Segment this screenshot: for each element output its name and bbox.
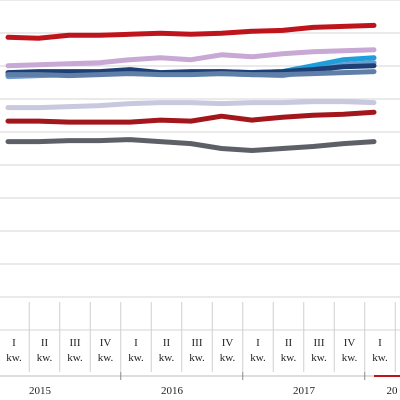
- x-tick-quarter: III: [314, 337, 325, 349]
- series-line-1: [5, 22, 377, 41]
- year-label: 2017: [293, 385, 316, 397]
- x-tick-suffix: kw.: [159, 352, 175, 364]
- x-tick-suffix: kw.: [6, 352, 22, 364]
- x-tick-suffix: kw.: [311, 352, 327, 364]
- x-tick-suffix: kw.: [37, 352, 53, 364]
- x-tick-suffix: kw.: [281, 352, 297, 364]
- x-tick-suffix: kw.: [128, 352, 144, 364]
- x-tick-suffix: kw.: [342, 352, 358, 364]
- year-label: 2016: [161, 385, 184, 397]
- x-tick-quarter: IV: [100, 337, 112, 349]
- year-label: 20: [387, 385, 399, 397]
- x-tick-quarter: II: [285, 337, 293, 349]
- gridlines: [0, 0, 400, 331]
- x-tick-suffix: kw.: [220, 352, 236, 364]
- year-label: 2015: [29, 385, 52, 397]
- x-tick-suffix: kw.: [189, 352, 205, 364]
- series-lines: [5, 22, 377, 153]
- x-tick-quarter: IV: [344, 337, 356, 349]
- x-tick-quarter: I: [134, 337, 138, 349]
- series-line-9: [5, 137, 377, 153]
- x-tick-quarter: IV: [222, 337, 234, 349]
- x-tick-suffix: kw.: [250, 352, 266, 364]
- x-tick-quarter: I: [12, 337, 16, 349]
- series-line-6: [5, 69, 377, 79]
- x-tick-quarter: II: [41, 337, 49, 349]
- x-tick-quarter: III: [192, 337, 203, 349]
- x-tick-suffix: kw.: [98, 352, 114, 364]
- series-line-8: [5, 109, 377, 125]
- x-tick-quarter: I: [378, 337, 382, 349]
- x-tick-suffix: kw.: [372, 352, 388, 364]
- x-tick-quarter: II: [163, 337, 171, 349]
- x-tick-suffix: kw.: [67, 352, 83, 364]
- x-axis: Ikw.IIkw.IIIkw.IVkw.Ikw.IIkw.IIIkw.IVkw.…: [0, 302, 400, 397]
- x-tick-quarter: I: [256, 337, 260, 349]
- series-line-5: [5, 63, 377, 76]
- series-line-2: [5, 47, 377, 69]
- series-line-7: [5, 99, 377, 111]
- x-tick-quarter: III: [70, 337, 81, 349]
